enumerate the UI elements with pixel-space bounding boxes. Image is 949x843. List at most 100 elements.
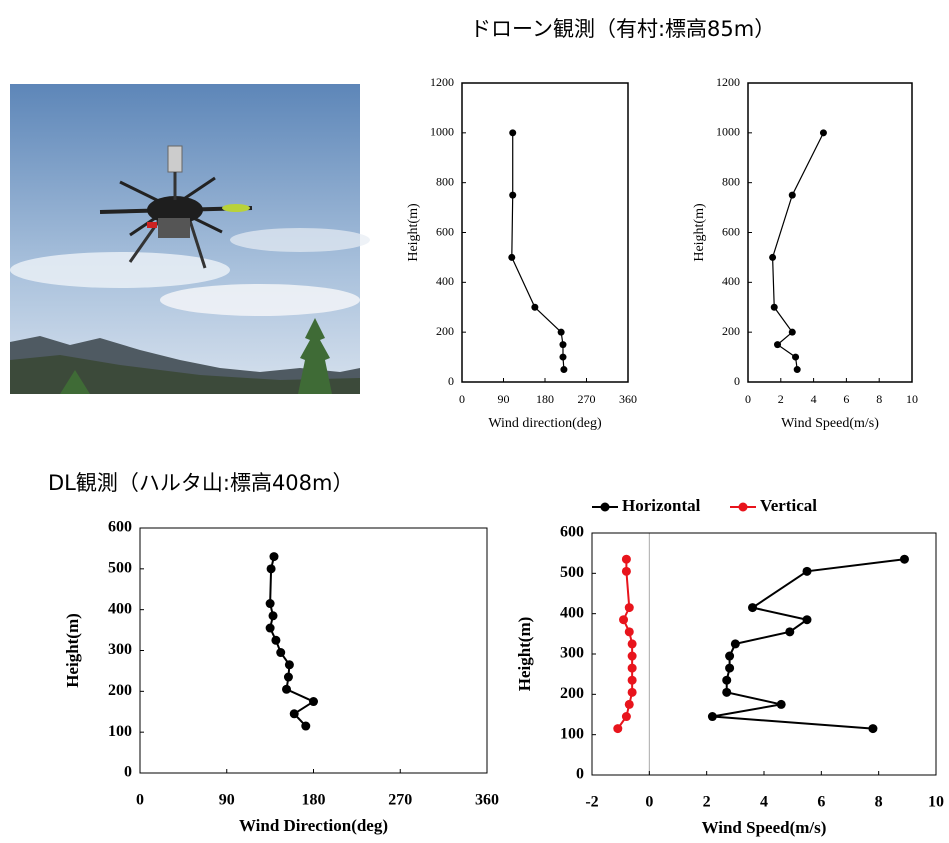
data-point xyxy=(267,564,276,573)
drone-photo xyxy=(10,84,370,394)
y-tick-label: 400 xyxy=(108,600,132,617)
legend-marker xyxy=(601,503,610,512)
data-point xyxy=(625,700,634,709)
y-tick-label: 600 xyxy=(560,524,584,541)
data-point xyxy=(559,341,566,348)
x-tick-label: 10 xyxy=(928,794,944,811)
y-tick-label: 0 xyxy=(124,764,132,781)
x-tick-label: 180 xyxy=(536,392,554,406)
data-point xyxy=(509,192,516,199)
data-point xyxy=(628,664,637,673)
data-point xyxy=(628,639,637,648)
y-tick-label: 1000 xyxy=(716,125,740,139)
y-tick-label: 400 xyxy=(722,274,740,288)
y-tick-label: 400 xyxy=(560,604,584,621)
data-point xyxy=(285,660,294,669)
y-tick-label: 200 xyxy=(108,682,132,699)
figure: ドローン観測（有村:標高85m） DL観測（ハルタ山:標高408m） 09018… xyxy=(0,0,949,843)
x-tick-label: 360 xyxy=(619,392,637,406)
y-tick-label: 300 xyxy=(560,645,584,662)
y-tick-label: 0 xyxy=(576,766,584,783)
y-axis-title: Height(m) xyxy=(63,613,82,688)
x-tick-label: 8 xyxy=(876,392,882,406)
y-tick-label: 100 xyxy=(108,723,132,740)
data-point xyxy=(803,615,812,624)
x-tick-label: 2 xyxy=(703,794,711,811)
data-point xyxy=(269,611,278,620)
x-tick-label: 6 xyxy=(817,794,825,811)
x-tick-label: 2 xyxy=(778,392,784,406)
data-point xyxy=(276,648,285,657)
data-point xyxy=(774,341,781,348)
data-point xyxy=(722,676,731,685)
data-point xyxy=(748,603,757,612)
y-tick-label: 500 xyxy=(560,564,584,581)
plot-frame xyxy=(140,528,487,773)
data-point xyxy=(559,354,566,361)
y-tick-label: 0 xyxy=(734,374,740,388)
y-tick-label: 200 xyxy=(560,685,584,702)
data-point xyxy=(290,709,299,718)
y-axis-title: Height(m) xyxy=(406,203,421,262)
y-tick-label: 500 xyxy=(108,560,132,577)
x-tick-label: 10 xyxy=(906,392,918,406)
data-point xyxy=(769,254,776,261)
data-point xyxy=(628,676,637,685)
y-tick-label: 1200 xyxy=(430,75,454,89)
x-tick-label: 6 xyxy=(843,392,849,406)
plot-frame xyxy=(592,533,936,775)
data-point xyxy=(509,129,516,136)
y-tick-label: 300 xyxy=(108,641,132,658)
y-tick-label: 600 xyxy=(722,224,740,238)
y-tick-label: 800 xyxy=(436,174,454,188)
data-point xyxy=(309,697,318,706)
data-point xyxy=(560,366,567,373)
x-axis-title: Wind direction(deg) xyxy=(488,416,602,431)
legend-label: Vertical xyxy=(760,496,817,515)
x-tick-label: 270 xyxy=(388,792,412,809)
x-tick-label: 90 xyxy=(498,392,510,406)
data-point xyxy=(777,700,786,709)
x-tick-label: 360 xyxy=(475,792,499,809)
x-tick-label: 8 xyxy=(875,794,883,811)
data-point xyxy=(622,712,631,721)
y-tick-label: 100 xyxy=(560,725,584,742)
data-point xyxy=(900,555,909,564)
x-tick-label: 4 xyxy=(811,392,817,406)
x-tick-label: 4 xyxy=(760,794,768,811)
y-tick-label: 400 xyxy=(436,274,454,288)
x-tick-label: 0 xyxy=(459,392,465,406)
y-tick-label: 0 xyxy=(448,374,454,388)
legend-label: Horizontal xyxy=(622,496,701,515)
y-axis-title: Height(m) xyxy=(692,203,707,262)
data-point xyxy=(558,329,565,336)
data-point xyxy=(531,304,538,311)
data-point xyxy=(625,603,634,612)
section-label: DL観測（ハルタ山:標高408m） xyxy=(48,471,353,495)
legend-marker xyxy=(739,503,748,512)
plot-frame xyxy=(462,83,628,382)
plot-frame xyxy=(748,83,912,382)
x-tick-label: 180 xyxy=(302,792,326,809)
y-tick-label: 800 xyxy=(722,174,740,188)
data-point xyxy=(284,673,293,682)
data-point xyxy=(613,724,622,733)
data-point xyxy=(708,712,717,721)
y-tick-label: 1000 xyxy=(430,125,454,139)
y-tick-label: 200 xyxy=(436,324,454,338)
y-tick-label: 1200 xyxy=(716,75,740,89)
x-tick-label: -2 xyxy=(585,794,598,811)
data-point xyxy=(785,627,794,636)
data-point xyxy=(269,552,278,561)
data-point xyxy=(628,688,637,697)
data-point xyxy=(619,615,628,624)
data-point xyxy=(792,354,799,361)
x-axis-title: Wind Direction(deg) xyxy=(239,816,388,835)
x-tick-label: 270 xyxy=(578,392,596,406)
data-point xyxy=(725,664,734,673)
data-point xyxy=(282,685,291,694)
data-point xyxy=(725,652,734,661)
data-point xyxy=(803,567,812,576)
